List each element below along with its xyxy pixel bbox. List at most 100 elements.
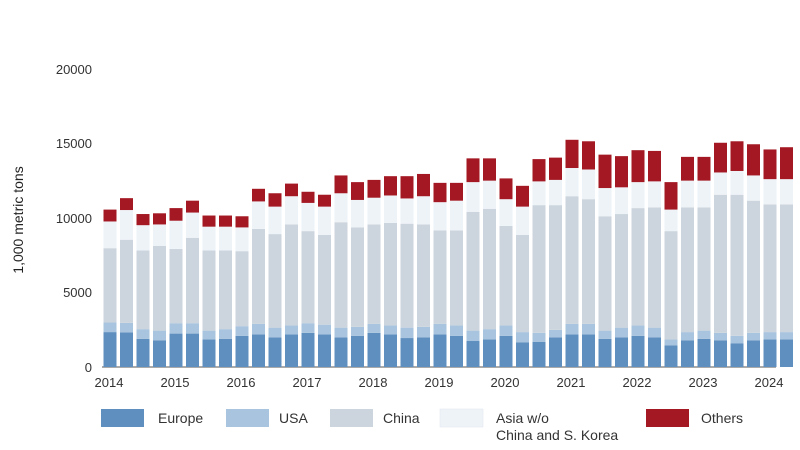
bar-segment-asia-w-o-china-and-s-korea [565, 168, 579, 197]
bar-segment-others [532, 159, 546, 182]
bar-segment-china [565, 196, 579, 324]
bar-segment-europe [763, 339, 777, 367]
bar-segment-others [549, 157, 562, 180]
bar-segment-europe [235, 335, 249, 367]
bar-segment-others [186, 200, 199, 213]
bar-segment-asia-w-o-china-and-s-korea [697, 180, 711, 208]
bar-segment-usa [318, 324, 331, 335]
bar-segment-europe [417, 337, 430, 367]
bar-segment-china [400, 223, 414, 328]
bar-segment-china [120, 239, 133, 323]
bar-segment-europe [367, 332, 381, 367]
bar-segment-europe [516, 342, 529, 367]
bar-segment-china [681, 207, 694, 333]
y-tick-label: 10000 [56, 211, 92, 226]
bar-segment-china [747, 200, 760, 333]
bar-segment-usa [549, 329, 562, 338]
bar-segment-china [202, 250, 216, 331]
bar-segment-usa [417, 326, 430, 338]
bar-segment-usa [169, 323, 183, 334]
bar-segment-asia-w-o-china-and-s-korea [714, 172, 727, 195]
bar-segment-asia-w-o-china-and-s-korea [367, 197, 381, 225]
bar-segment-usa [186, 323, 199, 334]
bar-segment-china [235, 251, 249, 327]
bar-segment-asia-w-o-china-and-s-korea [318, 206, 331, 235]
x-tick-label: 2019 [425, 375, 454, 390]
legend-label-china: China [383, 410, 420, 426]
bar-segment-others [450, 182, 463, 201]
bar-segment-europe [714, 340, 727, 367]
x-tick-label: 2022 [623, 375, 652, 390]
legend-label-europe: Europe [158, 410, 203, 426]
bar-segment-china [549, 205, 562, 330]
bar-segment-china [268, 234, 282, 328]
bar-segment-asia-w-o-china-and-s-korea [384, 195, 397, 223]
bar-segment-asia-w-o-china-and-s-korea [664, 209, 678, 232]
x-axis-ticks: 2014 2015 2016 2017 2018 2019 2020 2021 … [95, 375, 784, 390]
bar-segment-china [582, 199, 595, 324]
bar-segment-others [582, 141, 595, 170]
bar-segment-others [153, 213, 166, 225]
bar-segment-usa [615, 327, 628, 338]
bar-segment-china [648, 207, 661, 328]
bar-segment-china [780, 204, 793, 333]
bar-segment-europe [285, 334, 298, 367]
bar-segment-europe [499, 335, 513, 367]
bar-segment-others [499, 178, 513, 200]
bar-segment-others [318, 194, 331, 207]
bar-segment-asia-w-o-china-and-s-korea [417, 196, 430, 225]
bar-segment-china [664, 231, 678, 340]
bar-segment-asia-w-o-china-and-s-korea [499, 199, 513, 226]
bar-segment-others [433, 182, 447, 203]
bar-segment-usa [120, 322, 133, 333]
bar-segment-others [648, 150, 661, 182]
y-axis-title: 1,000 metric tons [10, 166, 26, 273]
bar-segment-china [697, 207, 711, 331]
bar-segment-usa [285, 325, 298, 335]
legend-swatch-europe [101, 409, 144, 427]
bar-segment-china [186, 237, 199, 324]
bar-segment-china [219, 250, 232, 330]
bar-segment-others [598, 154, 612, 189]
bar-segment-china [598, 216, 612, 331]
bar-segment-europe [103, 332, 117, 367]
bar-segment-asia-w-o-china-and-s-korea [763, 179, 777, 205]
bar-segment-usa [301, 323, 315, 333]
bar-segment-europe [120, 332, 133, 367]
bar-segment-asia-w-o-china-and-s-korea [615, 187, 628, 215]
legend-label-asia: Asia w/o China and S. Korea [496, 410, 618, 443]
bar-segment-china [169, 248, 183, 324]
bar-segment-others [103, 209, 117, 222]
bar-segment-usa [648, 327, 661, 338]
legend-swatch-others [646, 409, 689, 427]
bar-segment-china [483, 208, 496, 330]
bar-segment-asia-w-o-china-and-s-korea [136, 225, 150, 251]
bar-segment-asia-w-o-china-and-s-korea [483, 180, 496, 209]
bar-segment-europe [202, 339, 216, 367]
x-tick-label: 2016 [227, 375, 256, 390]
bar-segment-usa [400, 327, 414, 339]
bar-segment-asia-w-o-china-and-s-korea [252, 201, 265, 229]
bar-segment-asia-w-o-china-and-s-korea [301, 202, 315, 232]
bar-segment-china [714, 194, 727, 333]
bar-segment-others [268, 193, 282, 207]
bar-segment-others [780, 147, 793, 180]
bar-segment-asia-w-o-china-and-s-korea [186, 212, 199, 238]
bar-segment-usa [252, 323, 265, 335]
bar-segment-others [565, 139, 579, 169]
bar-segment-asia-w-o-china-and-s-korea [153, 224, 166, 246]
bar-segment-europe [747, 340, 760, 367]
bar-segment-usa [466, 330, 480, 342]
bar-segment-europe [780, 339, 793, 367]
bar-segment-europe [153, 340, 166, 367]
bar-segment-asia-w-o-china-and-s-korea [268, 206, 282, 235]
bar-segment-china [301, 231, 315, 324]
bar-segment-others [763, 149, 777, 180]
bar-segment-usa [334, 327, 348, 338]
bar-segment-others [714, 142, 727, 173]
bar-segment-china [285, 224, 298, 326]
bar-segment-asia-w-o-china-and-s-korea [681, 180, 694, 208]
bar-segment-usa [631, 325, 645, 336]
bar-segment-china [351, 227, 364, 327]
bar-segment-china [367, 224, 381, 324]
